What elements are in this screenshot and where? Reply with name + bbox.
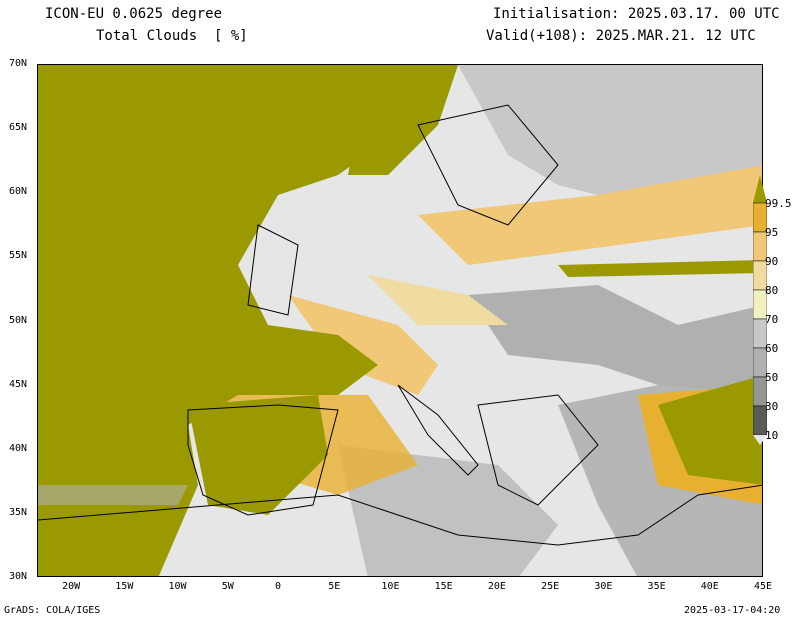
legend-level-label: 30 [765,400,779,413]
lon-tick-label: 25E [541,581,560,592]
lon-tick-label: 20E [487,581,506,592]
legend-below-triangle [753,435,767,445]
valid-time: Valid(+108): 2025.MAR.21. 12 UTC [486,28,756,44]
lon-tick-label: 20W [62,581,81,592]
lat-tick-label: 50N [9,314,28,326]
legend-level-label: 95 [765,226,779,239]
legend-level-label: 70 [765,313,779,326]
lat-tick-label: 60N [9,186,28,198]
legend-level-label: 99.5 [765,197,792,210]
lat-tick-label: 45N [9,378,28,390]
lat-tick-label: 65N [9,122,28,134]
lon-tick-label: 40E [700,581,719,592]
legend-level-label: 60 [765,342,779,355]
legend-level-label: 90 [765,255,779,268]
lon-tick-label: 35E [647,581,666,592]
lat-tick-label: 70N [9,58,28,69]
model-title: ICON-EU 0.0625 degree [45,6,223,22]
footer-credit: GrADS: COLA/IGES [4,605,101,616]
legend-level-label: 10 [765,429,779,442]
lon-tick-label: 45E [754,581,773,592]
lon-tick-label: 5E [328,581,341,592]
footer-timestamp: 2025-03-17-04:20 [684,605,781,616]
lat-tick-label: 55N [9,250,28,262]
legend-level-label: 50 [765,371,779,384]
lon-tick-label: 15E [434,581,453,592]
lat-tick-label: 40N [9,442,28,454]
lon-tick-label: 30E [594,581,613,592]
legend-level-label: 80 [765,284,779,297]
init-time: Initialisation: 2025.03.17. 00 UTC [493,6,780,22]
lon-tick-label: 0 [274,581,281,592]
lon-tick-label: 5W [221,581,234,592]
color-legend: 99.5 95 90 80 70 60 50 30 10 [753,175,793,445]
cloud-cover-map [37,64,763,577]
lon-tick-label: 15W [115,581,134,592]
variable-title: Total Clouds [ %] [96,28,248,44]
lon-tick-label: 10W [168,581,187,592]
lat-tick-label: 30N [9,571,28,582]
legend-above-triangle [753,175,767,203]
lon-tick-label: 10E [381,581,400,592]
lat-tick-label: 35N [9,506,28,518]
